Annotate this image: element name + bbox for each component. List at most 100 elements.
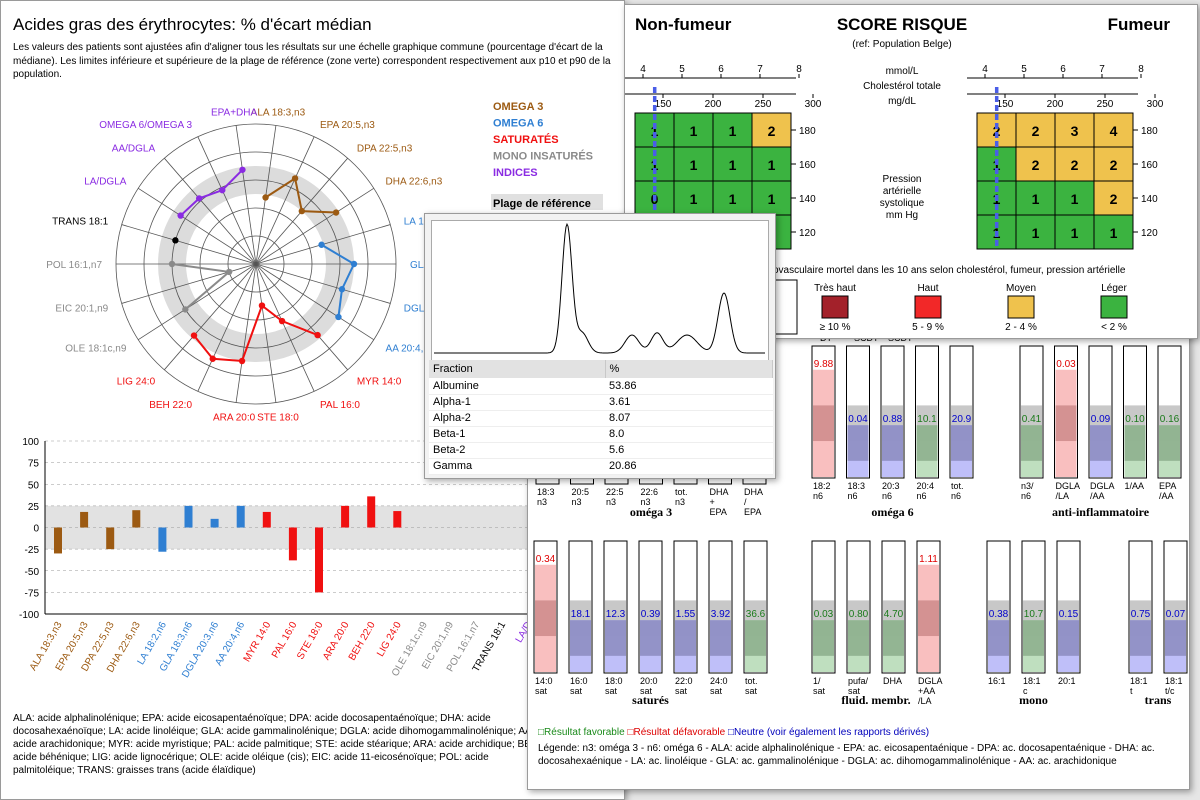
ratio-overlap	[640, 620, 661, 656]
fraction-percent: 8.0	[605, 426, 773, 443]
ratio-overlap	[1055, 405, 1077, 442]
bar-y-tick: -25	[25, 545, 40, 556]
ratio-bar-label: 20:3	[882, 481, 900, 491]
bar	[393, 511, 402, 528]
radar-spoke	[164, 263, 257, 371]
radar-point	[177, 212, 184, 219]
ratio-value: 4.70	[884, 609, 904, 620]
smoker-cell-value: 2	[993, 123, 1001, 139]
ratio-bar-label: sat	[848, 686, 861, 696]
bp-label: Pression	[883, 174, 922, 185]
risk-range: < 2 %	[1101, 322, 1127, 333]
fraction-name: Alpha-1	[429, 394, 605, 411]
table-row[interactable]: Alpha-1 3.61	[429, 394, 773, 411]
fraction-percent: 5.6	[605, 442, 773, 459]
bar-x-tick: PAL 16:0	[270, 620, 300, 661]
radar-point	[314, 331, 321, 339]
legend-entry: MONO INSATURÉS	[493, 150, 593, 163]
table-row[interactable]: Beta-2 5.6	[429, 442, 773, 459]
ratio-bar-label: n6	[917, 491, 927, 501]
result-legend: □Résultat favorable □Résultat défavorabl…	[538, 727, 929, 738]
fraction-name: Beta-1	[429, 426, 605, 443]
ratio-bar-label: n6	[848, 491, 858, 501]
nonsmoker-cell-value: 1	[690, 191, 698, 207]
table-row[interactable]: Albumine 53.86	[429, 378, 773, 395]
table-header-1[interactable]: %	[605, 360, 773, 378]
ratio-bar-label: n3	[675, 497, 685, 507]
smoker-cell	[1054, 146, 1095, 182]
fraction-name: Alpha-2	[429, 410, 605, 427]
ratio-value: 0.03	[814, 609, 834, 620]
ratio-bar-label: 22:0	[675, 676, 693, 686]
radar-axis-label: BEH 22:0	[149, 400, 192, 411]
smoker-cell-value: 2	[1110, 157, 1118, 173]
ratio-bar-label: n6	[951, 491, 961, 501]
table-row[interactable]: Alpha-2 8.07	[429, 410, 773, 427]
nonsmoker-bp-value: 160	[799, 160, 816, 171]
ratio-value: 18.1	[571, 609, 591, 620]
risk-range: ≥ 10 %	[819, 322, 850, 333]
radar-spoke	[255, 263, 277, 403]
nonsmoker-cell-value: 1	[768, 157, 776, 173]
smoker-cell	[1093, 214, 1134, 250]
ratio-bar-label: tot.	[745, 676, 758, 686]
ratio-value: 0.41	[1022, 414, 1042, 425]
bp-label: artérielle	[883, 186, 922, 197]
score-risque-chart: Non-fumeur SCORE RISQUE (ref: Population B…	[625, 15, 1170, 335]
ratio-bar-label: 18:2	[813, 481, 831, 491]
ratio-bar-label: n6	[1021, 491, 1031, 501]
ratio-bar-label: c	[1023, 686, 1028, 696]
radar-axis-label: MYR 14:0	[357, 376, 402, 387]
smoker-cell	[1093, 112, 1134, 148]
ratio-bar-label: sat	[710, 686, 723, 696]
bar-y-tick: 50	[28, 480, 40, 491]
bar	[288, 527, 297, 561]
ratio-value: 1.11	[919, 554, 938, 565]
radar-point	[168, 260, 176, 268]
nonsmoker-mg-label: 300	[805, 99, 822, 110]
radar-axis-label: TRANS 18:1	[52, 217, 109, 228]
chart-description: Les valeurs des patients sont ajustées a…	[13, 42, 611, 80]
smoker-cell-value: 2	[1110, 191, 1118, 207]
radar-series-sat	[193, 303, 318, 363]
radar-point	[335, 313, 342, 321]
nonsmoker-mmol-label: 6	[718, 64, 724, 75]
radar-point	[298, 207, 306, 215]
bar	[315, 527, 323, 593]
ratio-section-title: mono	[1019, 693, 1048, 707]
table-header-0[interactable]: Fraction	[429, 360, 606, 378]
ratio-overlap	[535, 600, 556, 637]
page-title: Acides gras des érythrocytes: % d'écart …	[13, 15, 372, 34]
fraction-percent: 8.07	[605, 410, 773, 427]
table-row[interactable]: Beta-1 8.0	[429, 426, 773, 443]
ratio-bar-label: 20:0	[640, 676, 658, 686]
risk-label: Moyen	[1006, 283, 1036, 294]
fraction-percent: 20.86	[605, 458, 773, 475]
radar-spoke	[255, 263, 374, 341]
table-row[interactable]: Gamma 20.86	[429, 458, 773, 475]
smoker-bp-value: 140	[1141, 194, 1158, 205]
ratio-bar-label: 1/	[813, 676, 821, 686]
ratio-bar-label: DGLA	[1056, 481, 1081, 491]
ratio-value: 10.1	[917, 414, 937, 425]
ratio-bar-label: /AA	[1159, 491, 1174, 501]
ratio-overlap	[1130, 620, 1151, 656]
ratio-value: 0.75	[1131, 609, 1151, 620]
nonsmoker-cell	[673, 112, 714, 148]
fraction-percent: 53.86	[605, 378, 773, 395]
smoker-mmol-label: 8	[1138, 64, 1144, 75]
electrophoresis-window[interactable]: Fraction% Albumine 53.86 Alpha-1 3.61 Alpha-…	[424, 213, 776, 479]
nonsmoker-cell	[751, 180, 792, 216]
ratio-value: 0.39	[641, 609, 661, 620]
ratio-bar-label: 18:1	[1023, 676, 1041, 686]
bar	[236, 505, 245, 528]
radar-point	[278, 317, 286, 325]
ratio-overlap	[675, 620, 696, 656]
radar-spoke	[121, 224, 257, 265]
nonsmoker-cell-value: 1	[729, 157, 737, 173]
bar	[341, 505, 350, 528]
nonsmoker-cell	[751, 146, 792, 182]
radar-axis-label: OLE 18:1c,n9	[65, 343, 127, 354]
legend-entry: SATURATÉS	[493, 133, 559, 146]
smoker-mg-label: 150	[997, 99, 1014, 110]
